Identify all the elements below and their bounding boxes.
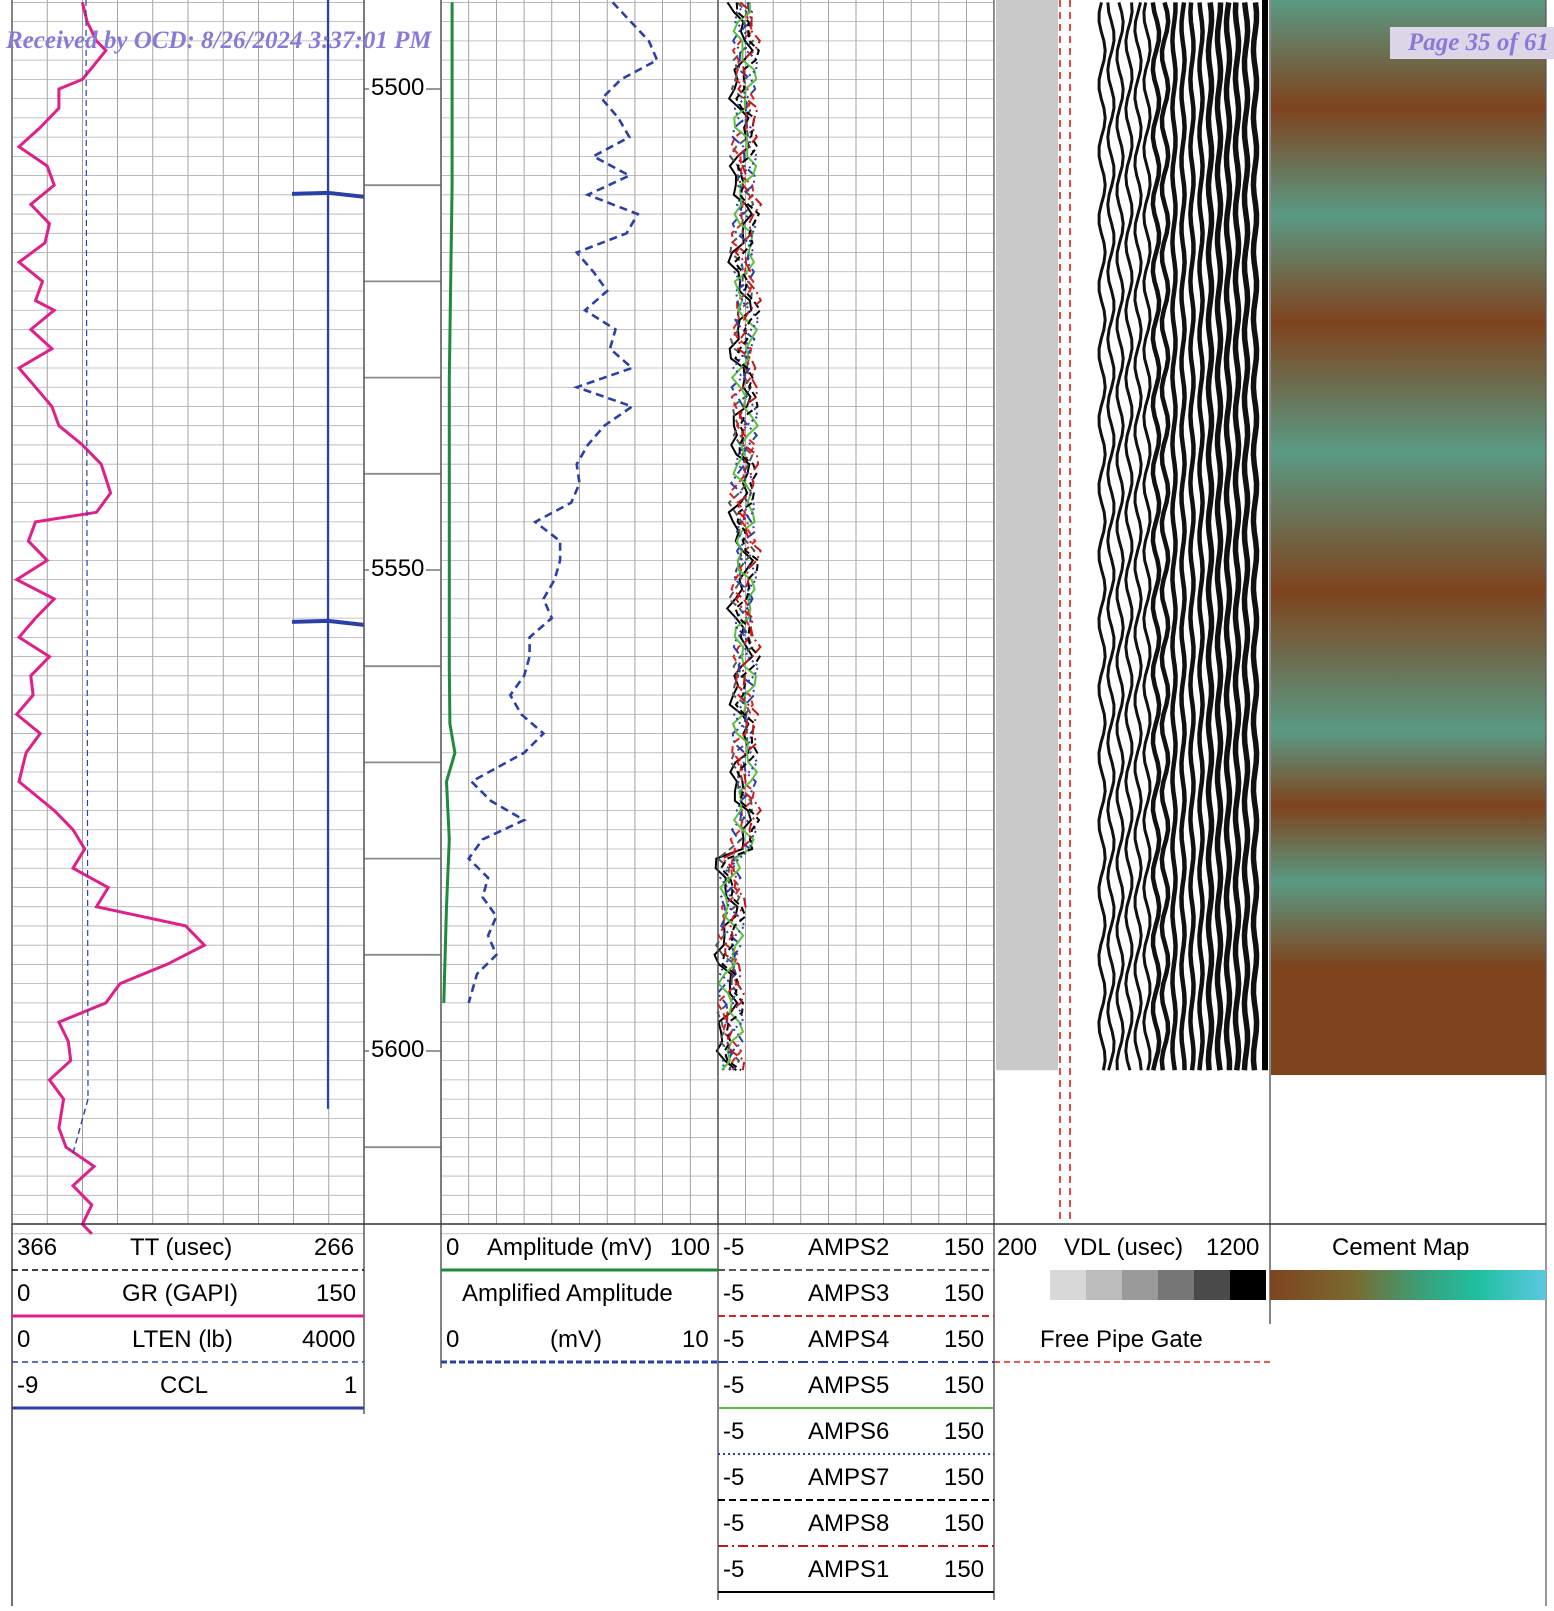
amps3-min: -5 (723, 1280, 745, 1307)
amps4-max: 150 (944, 1326, 985, 1353)
cement-map-label: Cement Map (1332, 1234, 1470, 1261)
amps8-min: -5 (723, 1510, 745, 1537)
vdl-waveform-band (1232, 2, 1242, 1071)
ccl-collar-kick (291, 190, 365, 199)
amplitude-min: 0 (446, 1234, 460, 1261)
lten-max: 4000 (302, 1326, 356, 1353)
ccl-min: -9 (17, 1372, 39, 1399)
gr-label: GR (GAPI) (122, 1280, 239, 1307)
amps8-label: AMPS8 (808, 1510, 890, 1537)
lten-min: 0 (17, 1326, 31, 1353)
vdl-waveform-band (1170, 2, 1178, 1071)
amplitude-curve (442, 2, 457, 1003)
amplified-amplitude-title: Amplified Amplitude (462, 1280, 673, 1307)
amps6-label: AMPS6 (808, 1418, 890, 1445)
lten-curve (85, 0, 89, 1100)
vdl-waveform-band (1179, 2, 1187, 1071)
vdl-waveform-band (1115, 2, 1125, 1071)
vdl-waveform-band (1106, 2, 1116, 1071)
amps-waveform-amps4 (716, 2, 759, 1071)
tt-min: 366 (17, 1234, 58, 1261)
received-stamp: Received by OCD: 8/26/2024 3:37:01 PM (6, 27, 432, 54)
vdl-scale-swatch (1230, 1270, 1266, 1300)
amps1-min: -5 (723, 1556, 745, 1583)
amplified-min: 0 (446, 1326, 460, 1353)
amps2-label: AMPS2 (808, 1234, 890, 1261)
lten-label: LTEN (lb) (132, 1326, 233, 1353)
vdl-min: 200 (997, 1234, 1038, 1261)
ccl-collar-kick (291, 618, 365, 627)
vdl-waveform-band (1241, 2, 1251, 1071)
amps8-max: 150 (944, 1510, 985, 1537)
ccl-max: 1 (344, 1372, 358, 1399)
amps3-max: 150 (944, 1280, 985, 1307)
depth-label-5550: 5550 (369, 555, 427, 583)
gr-max: 150 (316, 1280, 357, 1307)
depth-label-5600: 5600 (369, 1036, 427, 1064)
vdl-waveform-band (1197, 2, 1205, 1071)
gr-curve (13, 2, 207, 1235)
cement-map-image (1271, 0, 1546, 1076)
gr-min: 0 (17, 1280, 31, 1307)
page-stamp: Page 35 of 61 (1390, 27, 1554, 59)
amplified-amplitude-curve (466, 1, 659, 1004)
vdl-waveform-band (1188, 2, 1196, 1071)
vdl-waveform-band (1214, 2, 1224, 1071)
amps5-min: -5 (723, 1372, 745, 1399)
amps4-label: AMPS4 (808, 1326, 890, 1353)
vdl-waveform-band (1142, 2, 1152, 1071)
vdl-waveform-band (1133, 2, 1143, 1071)
vdl-waveform-band (1250, 2, 1260, 1071)
tt-label: TT (usec) (130, 1234, 233, 1261)
amps-waveform-amps7 (719, 2, 762, 1072)
depth-label-5500: 5500 (369, 74, 427, 102)
amps2-min: -5 (723, 1234, 745, 1261)
amplitude-label: Amplitude (mV) (487, 1234, 653, 1261)
vdl-scale-swatch (1194, 1270, 1230, 1300)
amps6-max: 150 (944, 1418, 985, 1445)
amps7-label: AMPS7 (808, 1464, 890, 1491)
amps-waveform-amps2 (714, 1, 756, 1071)
amps5-max: 150 (944, 1372, 985, 1399)
amps2-max: 150 (944, 1234, 985, 1261)
ccl-label: CCL (160, 1372, 209, 1399)
vdl-waveform-band (1150, 2, 1162, 1071)
amps1-max: 150 (944, 1556, 985, 1583)
amps7-min: -5 (723, 1464, 745, 1491)
vdl-waveform-band (1159, 1, 1171, 1071)
amps1-label: AMPS1 (808, 1556, 890, 1583)
amps7-max: 150 (944, 1464, 985, 1491)
vdl-max: 1200 (1206, 1234, 1260, 1261)
amps-waveform-amps6 (718, 1, 761, 1071)
vdl-waveform-band (1205, 2, 1215, 1071)
amps4-min: -5 (723, 1326, 745, 1353)
vdl-waveform-band (1223, 2, 1233, 1071)
tt-max: 266 (314, 1234, 355, 1261)
vdl-scale-swatch (1122, 1270, 1158, 1300)
vdl-scale-swatch (1086, 1270, 1122, 1300)
vdl-label: VDL (usec) (1064, 1234, 1184, 1261)
vdl-waveform-band (1124, 2, 1134, 1071)
amps3-label: AMPS3 (808, 1280, 890, 1307)
vdl-waveform-band (1097, 2, 1107, 1071)
lten-curve-tail (71, 1098, 89, 1158)
amplitude-max: 100 (670, 1234, 711, 1261)
vdl-scale-swatch (1158, 1270, 1194, 1300)
cement-map-scale-bar (1270, 1270, 1546, 1300)
free-pipe-gate-label: Free Pipe Gate (1040, 1326, 1203, 1353)
amps-waveform-amps8 (720, 1, 763, 1071)
vdl-scale-swatch (1050, 1270, 1086, 1300)
vdl-right-band (1262, 0, 1268, 1071)
amplified-label: (mV) (550, 1326, 602, 1353)
amplified-max: 10 (682, 1326, 709, 1353)
amps5-label: AMPS5 (808, 1372, 890, 1399)
amps6-min: -5 (723, 1418, 745, 1445)
vdl-early-zone (996, 0, 1058, 1071)
